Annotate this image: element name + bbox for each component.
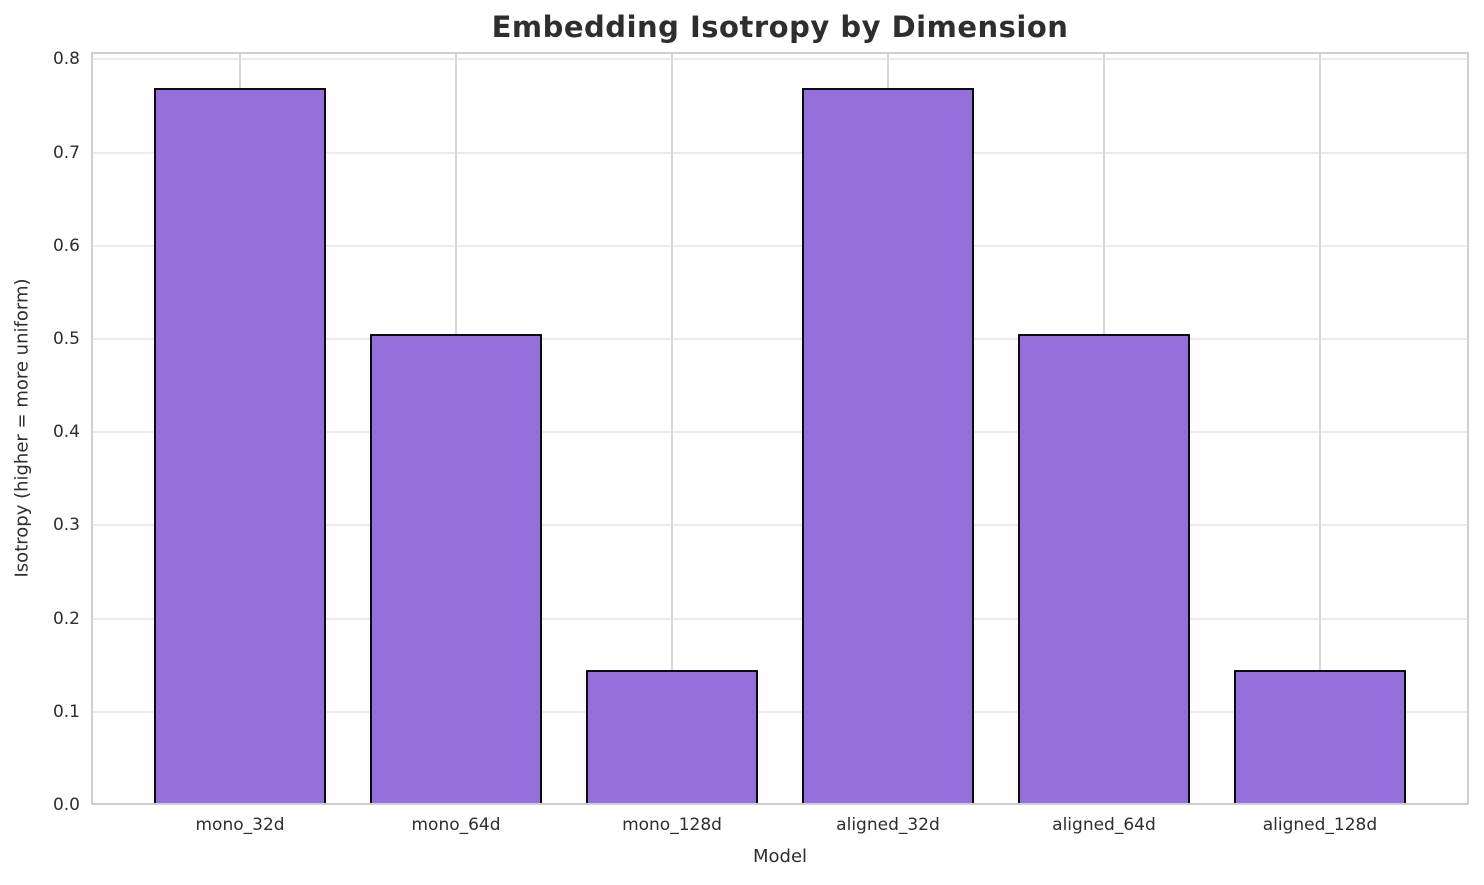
- bar-aligned_64d: [1017, 334, 1191, 805]
- gridline-horizontal: [91, 524, 1469, 527]
- x-tick-label: mono_32d: [195, 815, 285, 835]
- x-tick-label: aligned_32d: [836, 815, 940, 835]
- y-axis-label: Isotropy (higher = more uniform): [11, 278, 33, 578]
- bar-mono_64d: [369, 334, 543, 805]
- x-tick-label: mono_128d: [622, 815, 722, 835]
- chart-title: Embedding Isotropy by Dimension: [491, 10, 1069, 44]
- bar-mono_128d: [585, 669, 759, 805]
- x-tick-label: aligned_64d: [1052, 815, 1156, 835]
- gridline-vertical: [671, 52, 673, 805]
- y-tick-label: 0.7: [52, 142, 80, 163]
- y-tick-label: 0.5: [52, 329, 80, 350]
- x-axis-label: Model: [752, 846, 808, 867]
- y-tick-label: 0.4: [52, 422, 80, 443]
- gridline-horizontal: [91, 338, 1469, 341]
- bar-aligned_128d: [1233, 669, 1407, 805]
- x-tick-label: aligned_128d: [1262, 815, 1378, 835]
- y-tick-label: 0.0: [52, 795, 80, 815]
- bar-aligned_32d: [801, 88, 975, 805]
- y-tick-label: 0.3: [52, 515, 80, 536]
- gridline-horizontal: [91, 244, 1469, 247]
- plot-area: [91, 52, 1469, 805]
- y-tick-label: 0.2: [52, 608, 80, 629]
- y-tick-label: 0.8: [52, 49, 80, 70]
- x-tick-label: mono_64d: [411, 815, 501, 835]
- y-tick-label: 0.1: [52, 701, 80, 722]
- gridline-horizontal: [91, 710, 1469, 713]
- y-tick-label: 0.6: [52, 235, 80, 256]
- gridline-horizontal: [91, 58, 1469, 61]
- gridline-horizontal: [91, 617, 1469, 620]
- gridline-vertical: [1318, 52, 1321, 805]
- gridline-horizontal: [91, 431, 1469, 434]
- bar-mono_32d: [153, 88, 327, 805]
- gridline-horizontal: [91, 151, 1469, 154]
